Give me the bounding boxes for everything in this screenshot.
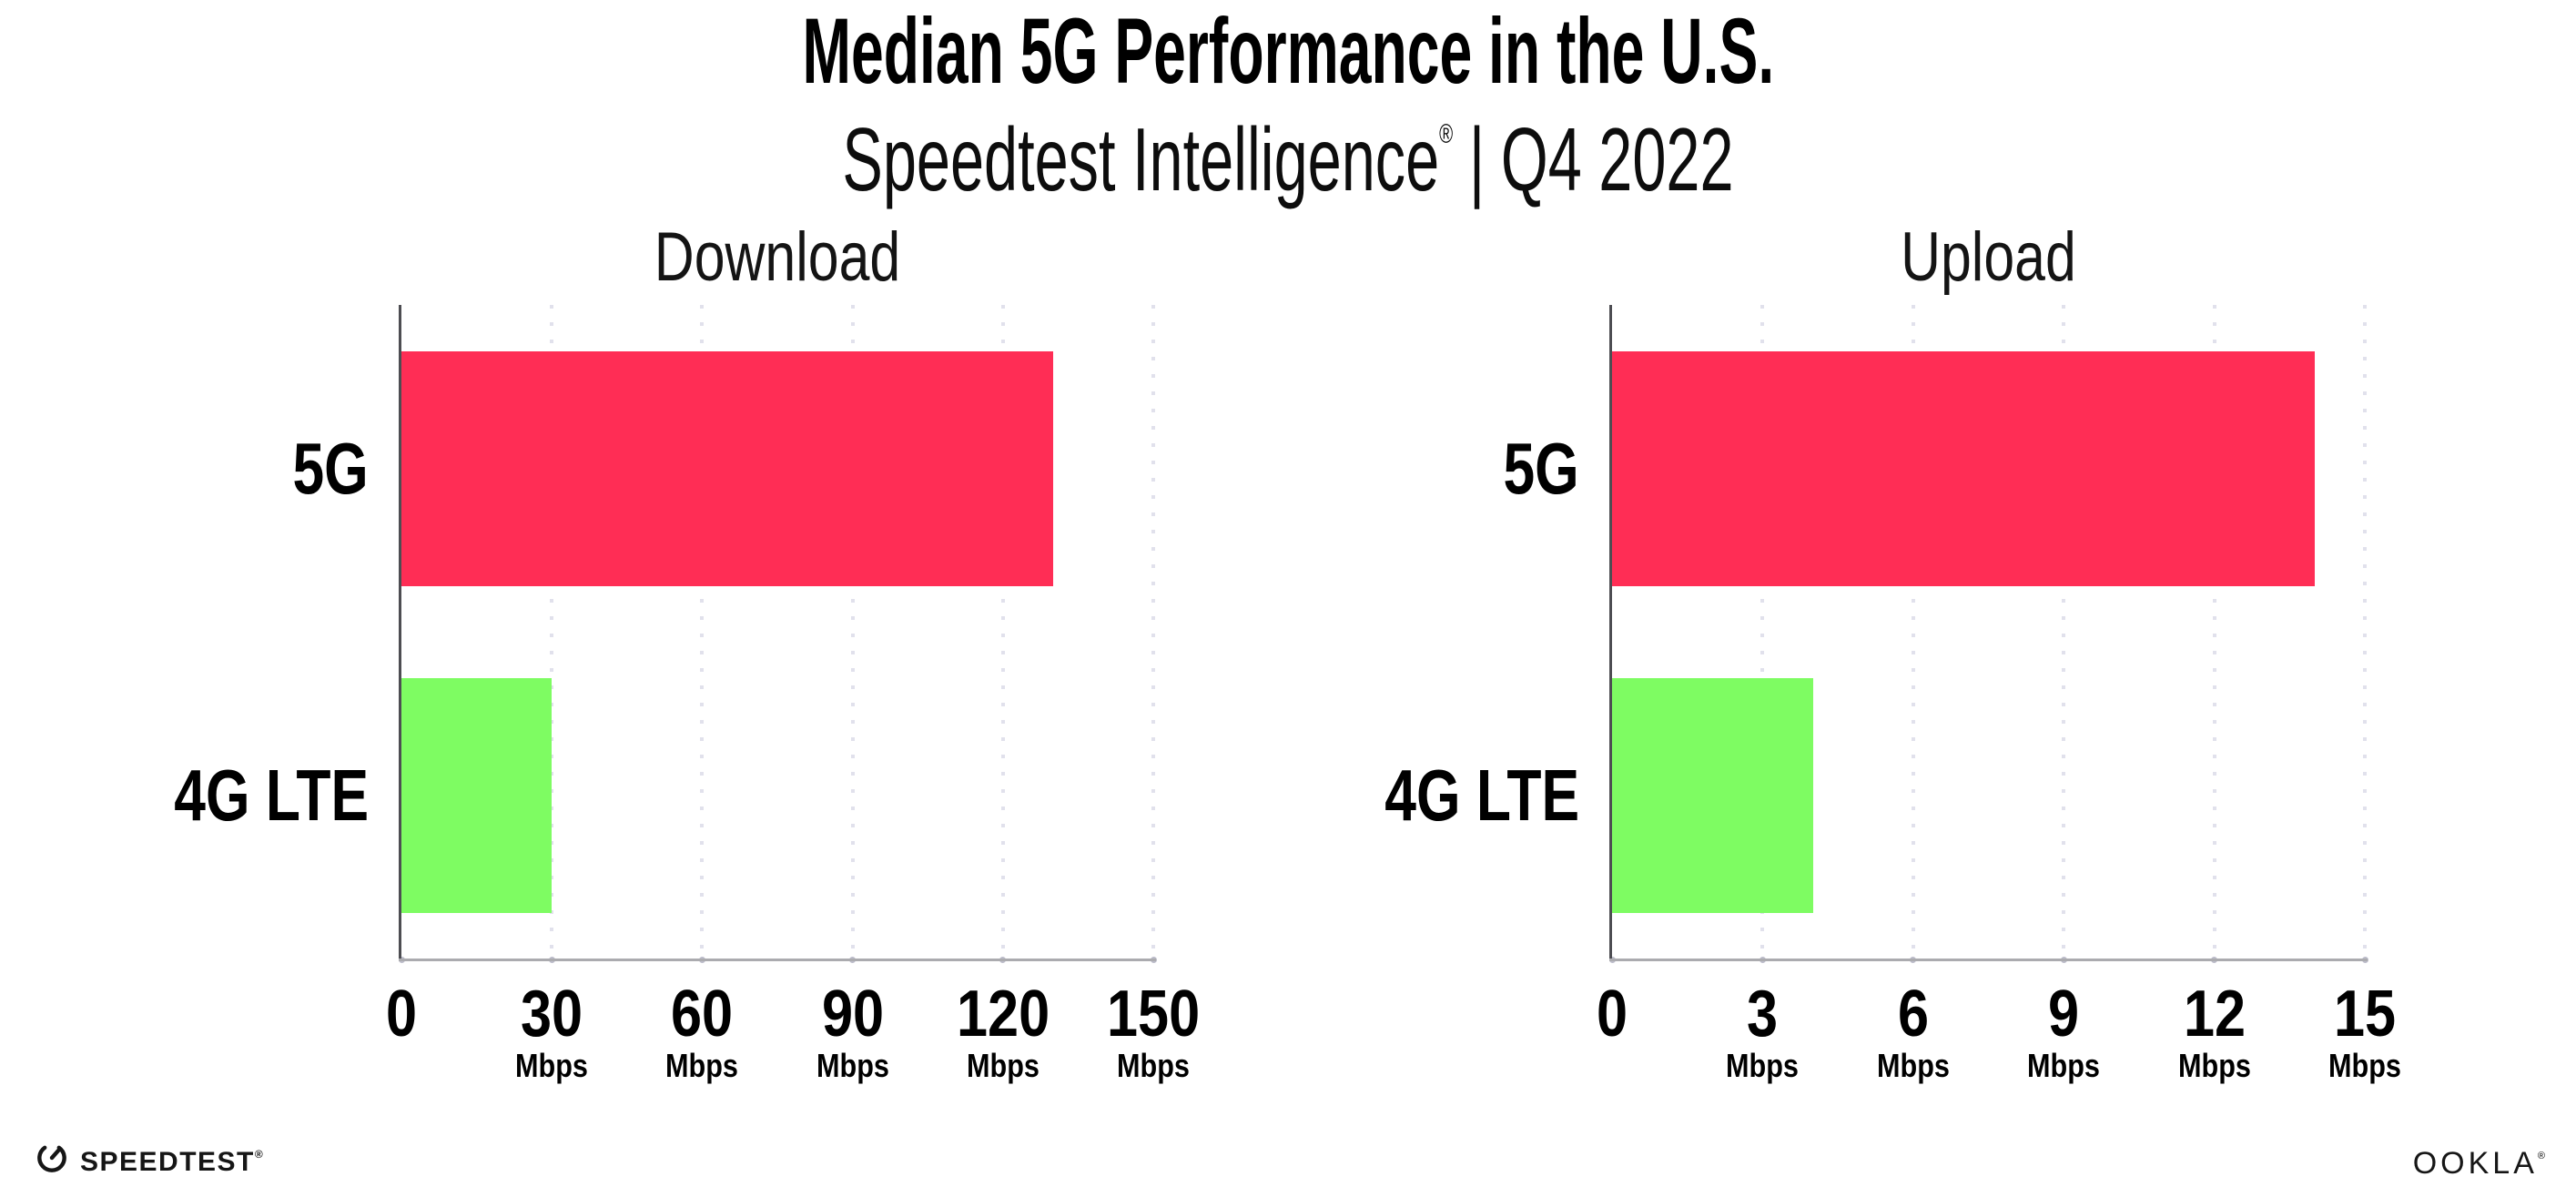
ookla-logo: OOKLA® [2413,1136,2545,1181]
bar-5g-download [401,350,1053,586]
x-tick-label: 9 [2048,978,2080,1050]
x-tick-label: 12 [2183,978,2246,1050]
page-title: Median 5G Performance in the U.S. [802,0,1774,103]
x-tick-label: 15 [2333,978,2397,1050]
y-axis-line [399,305,401,959]
gridline-12 [2212,305,2216,959]
x-tick-unit: Mbps [2328,1047,2401,1084]
x-tick-unit: Mbps [816,1047,889,1084]
subtitle-period: Q4 2022 [1500,109,1734,209]
bar-5g-upload [1612,350,2315,586]
x-tick-label: 3 [1747,978,1779,1050]
x-tick-unit: Mbps [2177,1047,2251,1084]
subtitle-separator: | [1468,109,1486,209]
registered-mark: ® [1439,119,1454,149]
x-tick-label: 0 [385,978,418,1050]
x-axis-line [399,959,1156,961]
ookla-registered-mark: ® [2537,1151,2545,1161]
chart-title-download: Download [654,218,901,296]
bar-4g-lte-download [401,677,553,913]
category-label-4g-lte: 4G LTE [1384,754,1579,836]
x-tick-label: 0 [1596,978,1628,1050]
speedtest-logo: SPEEDTEST® [33,1138,263,1178]
gridline-6 [1911,305,1915,959]
category-label-5g: 5G [292,427,369,509]
x-tick-label: 30 [521,978,583,1050]
subtitle-brand: Speedtest Intelligence [842,109,1440,209]
x-tick-unit: Mbps [1117,1047,1190,1084]
gridline-15 [2363,305,2367,959]
x-tick-unit: Mbps [1726,1047,1800,1084]
x-tick-label: 60 [671,978,734,1050]
chart-title-upload: Upload [1901,218,2076,296]
x-tick-label: 6 [1897,978,1929,1050]
gridline-3 [1760,305,1765,959]
gridline-150 [1151,305,1155,959]
x-tick-unit: Mbps [966,1047,1040,1084]
category-label-4g-lte: 4G LTE [174,754,369,836]
x-tick-label: 150 [1106,978,1201,1050]
gridline-60 [700,305,705,959]
gridline-30 [550,305,554,959]
x-tick-unit: Mbps [2027,1047,2101,1084]
gridline-9 [2062,305,2066,959]
bar-4g-lte-upload [1612,677,1813,913]
speedtest-registered-mark: ® [254,1147,263,1161]
y-axis-line [1609,305,1612,959]
x-tick-unit: Mbps [515,1047,589,1084]
speedtest-gauge-icon [37,1145,66,1172]
gridline-90 [850,305,855,959]
page-subtitle: Speedtest Intelligence® | Q4 2022 [0,87,2576,207]
x-tick-unit: Mbps [1876,1047,1950,1084]
x-tick-label: 120 [956,978,1050,1050]
x-axis-line [1609,959,2368,961]
gridline-120 [1000,305,1005,959]
x-tick-unit: Mbps [665,1047,739,1084]
ookla-wordmark: OOKLA [2412,1146,2538,1181]
x-tick-label: 90 [821,978,884,1050]
category-label-5g: 5G [1503,427,1579,509]
speedtest-wordmark: SPEEDTEST® [80,1146,263,1177]
